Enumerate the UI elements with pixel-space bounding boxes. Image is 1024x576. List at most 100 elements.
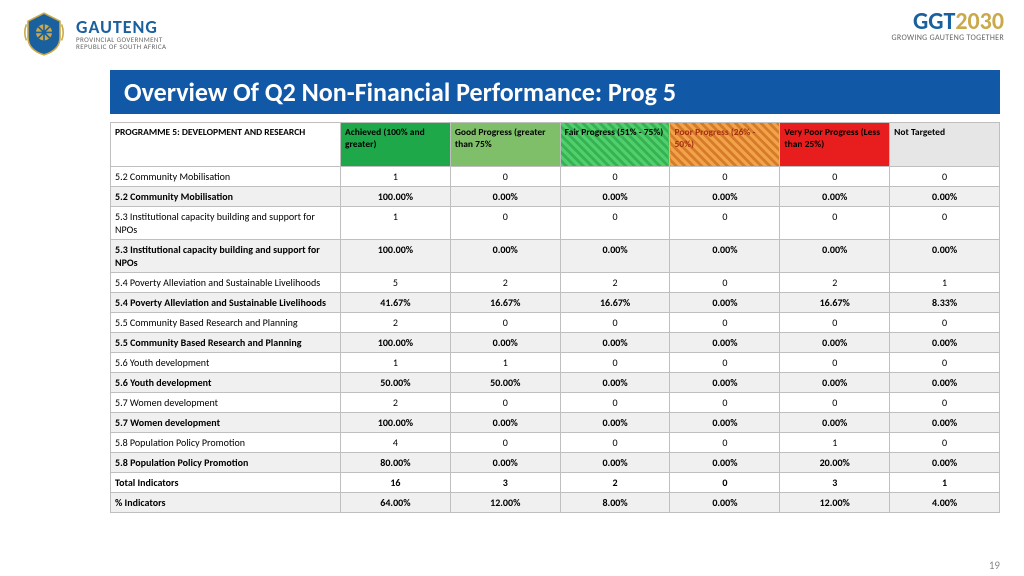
table-cell: 0.00% [670,413,780,433]
table-cell: 0 [890,393,1000,413]
table-cell: 0 [450,207,560,240]
table-header-cell: Achieved (100% and greater) [341,123,451,167]
table-cell: 0.00% [890,373,1000,393]
table-row: 5.4 Poverty Alleviation and Sustainable … [111,293,1000,313]
page-number: 19 [989,559,1000,572]
table-cell: 0 [890,433,1000,453]
table-cell: 0 [780,313,890,333]
table-row: 5.6 Youth development50.00%50.00%0.00%0.… [111,373,1000,393]
table-cell: 0 [670,273,780,293]
table-row: 5.7 Women development200000 [111,393,1000,413]
table-cell: 0 [780,207,890,240]
table-cell: 12.00% [450,493,560,513]
table-cell: 16.67% [450,293,560,313]
table-row: 5.4 Poverty Alleviation and Sustainable … [111,273,1000,293]
table-cell: 5.4 Poverty Alleviation and Sustainable … [111,293,341,313]
table-cell: 0 [450,313,560,333]
table-cell: 0.00% [780,333,890,353]
table-cell: 0.00% [780,413,890,433]
table-cell: 4.00% [890,493,1000,513]
table-cell: 0 [450,167,560,187]
table-cell: 0.00% [670,453,780,473]
table-cell: 0 [670,353,780,373]
table-cell: 0.00% [670,493,780,513]
table-cell: 2 [450,273,560,293]
table-header-cell: PROGRAMME 5: DEVELOPMENT AND RESEARCH [111,123,341,167]
table-cell: 100.00% [341,333,451,353]
table-row: Total Indicators1632031 [111,473,1000,493]
table-cell: 0 [890,313,1000,333]
table-cell: 5.7 Women development [111,413,341,433]
table-cell: Total Indicators [111,473,341,493]
ggt-logo: GGT2030 GROWING GAUTENG TOGETHER [892,10,1004,42]
table-row: 5.5 Community Based Research and Plannin… [111,333,1000,353]
table-cell: 0.00% [450,453,560,473]
table-cell: 5.4 Poverty Alleviation and Sustainable … [111,273,341,293]
table-cell: 1 [780,433,890,453]
table-row: 5.3 Institutional capacity building and … [111,207,1000,240]
table-cell: 8.00% [560,493,670,513]
table-header-row: PROGRAMME 5: DEVELOPMENT AND RESEARCHAch… [111,123,1000,167]
table-cell: 0.00% [780,240,890,273]
table-row: 5.2 Community Mobilisation100000 [111,167,1000,187]
table-cell: 5.5 Community Based Research and Plannin… [111,313,341,333]
table-cell: 3 [780,473,890,493]
table-cell: 0.00% [780,373,890,393]
table-cell: 50.00% [450,373,560,393]
table-row: 5.7 Women development100.00%0.00%0.00%0.… [111,413,1000,433]
table-cell: 2 [341,313,451,333]
table-cell: 1 [341,167,451,187]
table-row: 5.3 Institutional capacity building and … [111,240,1000,273]
table-cell: 5.8 Population Policy Promotion [111,453,341,473]
gauteng-subtitle-2: REPUBLIC OF SOUTH AFRICA [76,43,167,50]
page-title: Overview Of Q2 Non-Financial Performance… [110,70,1000,114]
table-cell: 16 [341,473,451,493]
table-cell: 1 [890,473,1000,493]
table-cell: 100.00% [341,187,451,207]
performance-table: PROGRAMME 5: DEVELOPMENT AND RESEARCHAch… [110,122,1000,513]
table-row: 5.2 Community Mobilisation100.00%0.00%0.… [111,187,1000,207]
table-cell: 0.00% [670,333,780,353]
table-header-cell: Not Targeted [890,123,1000,167]
table-cell: 0 [780,393,890,413]
gauteng-title: GAUTENG [76,18,167,36]
table-row: 5.6 Youth development110000 [111,353,1000,373]
ggt-prefix: GGT [913,7,955,36]
table-cell: 0.00% [560,333,670,353]
table-cell: 100.00% [341,240,451,273]
table-cell: 5.8 Population Policy Promotion [111,433,341,453]
table-cell: 64.00% [341,493,451,513]
table-cell: 4 [341,433,451,453]
ggt-subtitle: GROWING GAUTENG TOGETHER [892,34,1004,42]
table-cell: 0 [670,473,780,493]
table-cell: 2 [560,273,670,293]
table-cell: 0.00% [450,240,560,273]
table-row: 5.8 Population Policy Promotion400010 [111,433,1000,453]
table-header-cell: Very Poor Progress (Less than 25%) [780,123,890,167]
table-cell: 100.00% [341,413,451,433]
table-cell: 0 [450,393,560,413]
table-cell: 5 [341,273,451,293]
table-row: 5.5 Community Based Research and Plannin… [111,313,1000,333]
table-cell: 0 [890,207,1000,240]
table-cell: % Indicators [111,493,341,513]
table-row: 5.8 Population Policy Promotion80.00%0.0… [111,453,1000,473]
table-cell: 0 [670,313,780,333]
table-header-cell: Fair Progress (51% - 75%) [560,123,670,167]
table-body: 5.2 Community Mobilisation1000005.2 Comm… [111,167,1000,513]
table-cell: 5.5 Community Based Research and Plannin… [111,333,341,353]
table-cell: 12.00% [780,493,890,513]
table-cell: 0.00% [780,187,890,207]
table-cell: 3 [450,473,560,493]
table-cell: 0 [890,167,1000,187]
table-cell: 50.00% [341,373,451,393]
table-cell: 0 [670,207,780,240]
table-cell: 0 [780,167,890,187]
table-row: % Indicators64.00%12.00%8.00%0.00%12.00%… [111,493,1000,513]
table-cell: 0.00% [560,240,670,273]
table-cell: 0.00% [450,333,560,353]
table-cell: 0.00% [560,453,670,473]
table-cell: 0 [780,353,890,373]
gauteng-logo: GAUTENG PROVINCIAL GOVERNMENT REPUBLIC O… [20,10,167,58]
table-cell: 5.7 Women development [111,393,341,413]
